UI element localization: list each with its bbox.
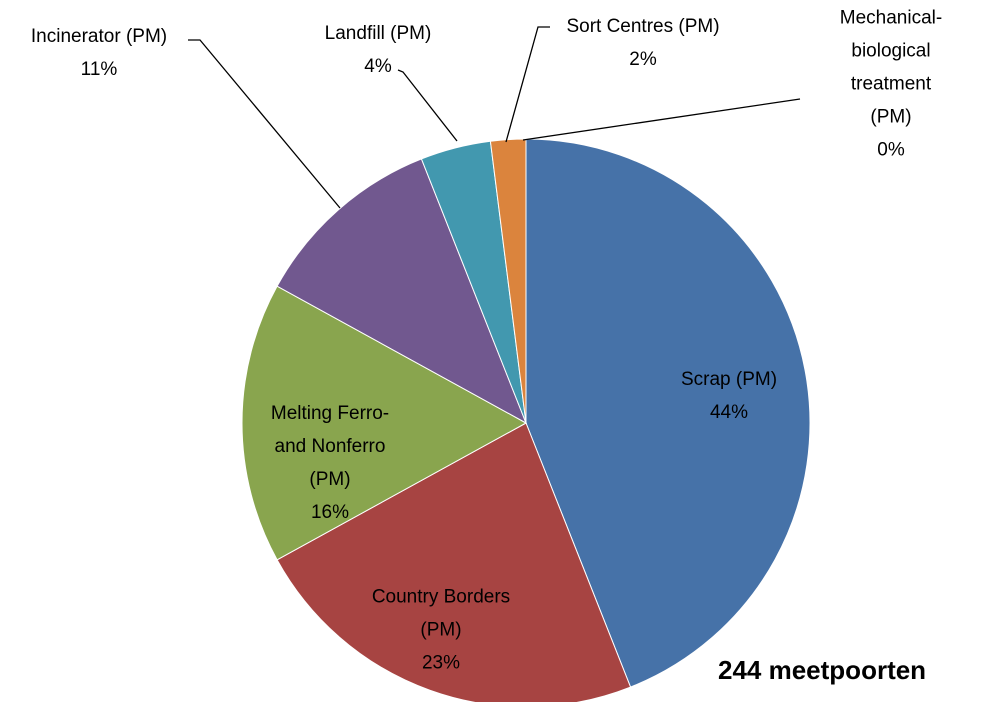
leader-line (397, 69, 458, 142)
slice-category: Scrap (PM) (680, 369, 778, 390)
slice-category: Melting Ferro- and Nonferro (PM) (270, 403, 390, 490)
pie-slice (525, 138, 811, 688)
slice-label: Sort Centres (PM) 2% (566, 10, 719, 76)
leader-line (505, 26, 550, 143)
leader-line (522, 98, 801, 141)
annotation: 244 meetpoorten (718, 655, 927, 685)
slice-category: Incinerator (PM) (30, 26, 168, 47)
slice-label: Incinerator (PM) 11% (31, 20, 167, 86)
pie-slice (241, 285, 528, 561)
slice-category: Mechanical- biological treatment (PM) (839, 7, 943, 128)
slice-value: 4% (364, 56, 392, 77)
slice-category: Landfill (PM) (324, 23, 432, 44)
slice-label: Scrap (PM) 44% (681, 363, 777, 429)
slice-label: Mechanical- biological treatment (PM) 0% (840, 2, 943, 167)
slice-value: 11% (80, 59, 118, 80)
slice-value: 0% (877, 139, 905, 161)
slice-label: Landfill (PM) 4% (325, 17, 432, 83)
slice-value: 2% (629, 49, 657, 70)
slice-label: Country Borders (PM) 23% (372, 581, 510, 680)
slice-value: 23% (421, 652, 461, 674)
slice-category: Sort Centres (PM) (566, 16, 720, 37)
slice-value: 44% (709, 402, 749, 423)
slice-category: Country Borders (PM) (371, 586, 511, 641)
slice-label: Melting Ferro- and Nonferro (PM) 16% (271, 397, 389, 529)
pie-slice (276, 422, 632, 702)
leader-line (188, 39, 341, 209)
slice-value: 16% (310, 502, 350, 523)
pie-slice (276, 158, 527, 425)
